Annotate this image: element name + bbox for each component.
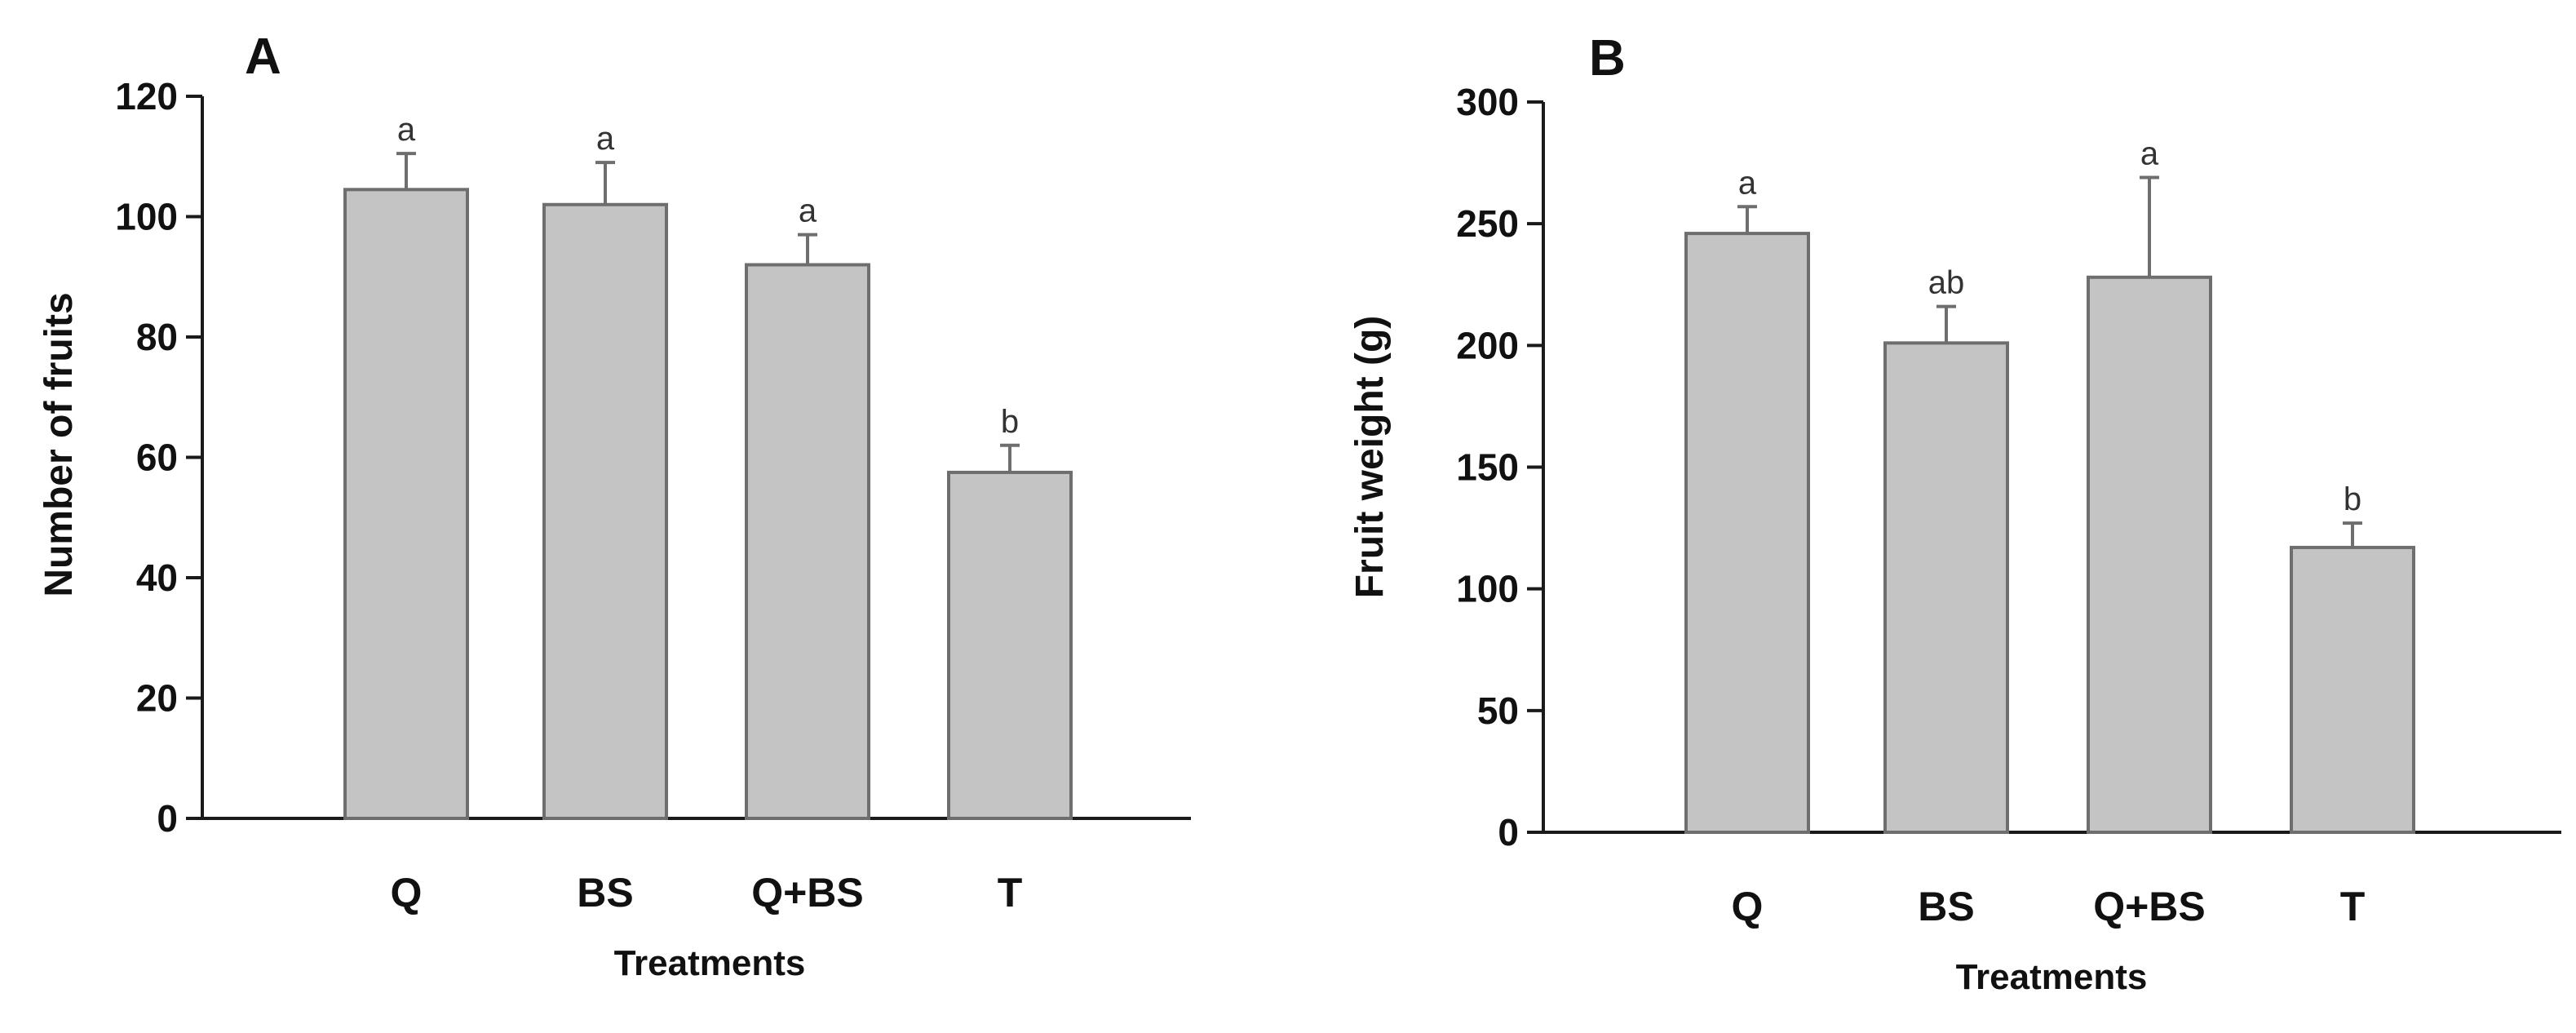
y-tick-label: 0 (1498, 811, 1519, 853)
bar-q-plus-bs (2087, 275, 2212, 834)
panel-label: A (245, 29, 281, 85)
significance-letter: b (1001, 404, 1019, 440)
x-tick-label: Q (1732, 884, 1764, 929)
x-tick-label: Q+BS (751, 870, 864, 916)
significance-letter: a (799, 193, 817, 229)
bar-bs (542, 202, 668, 820)
y-tick-label: 200 (1456, 324, 1519, 366)
y-tick-label: 100 (115, 196, 178, 238)
y-tick-label: 40 (136, 556, 178, 599)
significance-letter: b (2344, 481, 2361, 517)
bar-t (2290, 545, 2415, 834)
bar-bs (1883, 341, 2009, 835)
significance-letter: a (1738, 165, 1757, 201)
y-tick-label: 100 (1456, 568, 1519, 610)
x-tick-label: Q (391, 870, 423, 916)
x-axis-label: Treatments (1956, 957, 2148, 997)
significance-letter: a (596, 121, 615, 157)
y-axis-label: Fruit weight (g) (1348, 316, 1392, 599)
significance-letter: a (397, 112, 416, 148)
significance-letter: a (2140, 135, 2159, 171)
y-tick-label: 150 (1456, 446, 1519, 489)
y-tick-label: 0 (157, 797, 178, 840)
y-tick-label: 20 (136, 677, 178, 720)
x-tick-label: Q+BS (2093, 884, 2206, 929)
x-axis-label: Treatments (614, 943, 806, 983)
y-tick-label: 60 (136, 437, 178, 479)
x-tick-label: BS (577, 870, 633, 916)
bar-q (343, 188, 469, 820)
bar-t (947, 470, 1073, 820)
significance-letter: ab (1928, 265, 1965, 301)
y-tick-label: 300 (1456, 81, 1519, 123)
y-tick-label: 120 (115, 75, 178, 117)
y-tick-label: 50 (1477, 689, 1519, 732)
y-axis-label: Number of fruits (38, 292, 81, 596)
y-tick-label: 250 (1456, 202, 1519, 245)
x-tick-label: BS (1918, 884, 1974, 929)
panel-a: 0 20 40 60 80 100 120 a Qa BS a Q+BS b T Treatments Num… (38, 29, 1191, 983)
bar-q (1684, 232, 1810, 835)
bar-q-plus-bs (745, 263, 870, 820)
x-tick-label: T (2340, 884, 2366, 929)
panel-label: B (1589, 30, 1626, 86)
y-tick-label: 80 (136, 316, 178, 358)
x-tick-label: T (998, 870, 1023, 916)
panel-b: 0 50 100 150 200 250 300 a Qab BS a Q+BS b T Treatment… (1348, 30, 2561, 997)
